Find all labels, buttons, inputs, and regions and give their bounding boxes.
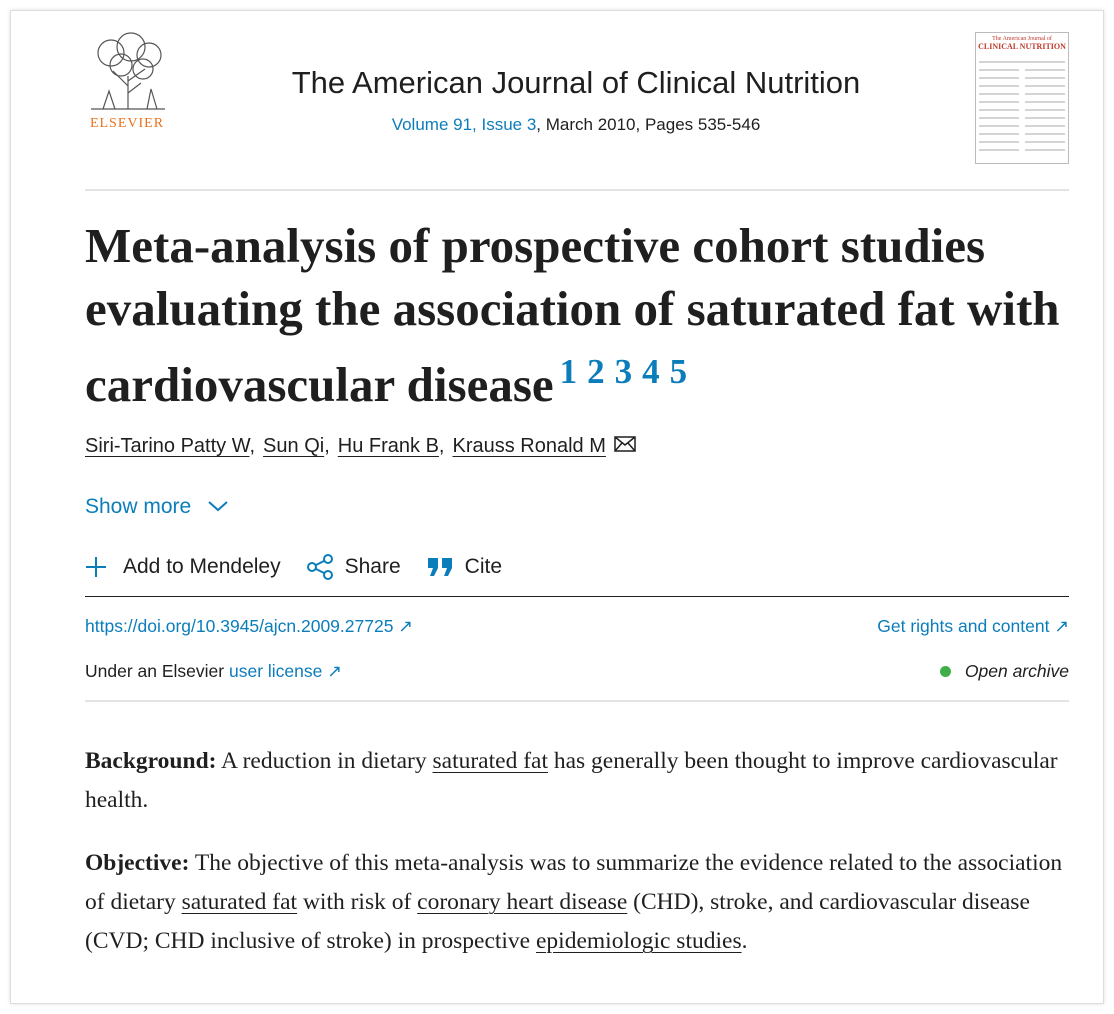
footnote-ref[interactable]: 5: [669, 352, 688, 391]
abstract-text: has generally been thought to improve ca…: [85, 748, 1058, 813]
author-name[interactable]: Krauss Ronald M: [452, 435, 606, 457]
volume-link[interactable]: Volume 91, Issue 3: [391, 115, 537, 134]
journal-title[interactable]: The American Journal of Clinical Nutriti…: [291, 65, 861, 100]
add-icon: [86, 557, 106, 577]
cite-icon: [427, 558, 452, 576]
access-dot: [939, 666, 951, 677]
action-bar: Add to Mendeley Share Cite: [85, 554, 502, 580]
journal-cover[interactable]: The American Journal of CLINICAL NUTRITI…: [975, 32, 1069, 164]
action-mendeley[interactable]: Add to Mendeley: [123, 555, 281, 578]
term-link[interactable]: saturated fat: [181, 889, 298, 915]
abstract-text: with risk of: [297, 889, 418, 915]
author-name[interactable]: Hu Frank B: [337, 435, 439, 457]
citation: , March 2010, Pages 535-546: [536, 115, 761, 134]
license-prefix: Under an Elsevier: [85, 661, 225, 681]
author-separator: ,: [438, 435, 445, 457]
abstract-paragraph: Objective: The objective of this meta-an…: [85, 844, 1069, 961]
publisher-logo[interactable]: ELSEVIER: [83, 31, 173, 131]
author-name[interactable]: Siri-Tarino Patty W: [85, 435, 250, 457]
abstract-text: .: [741, 928, 748, 954]
abstract-paragraph: Background: A reduction in dietary satur…: [85, 742, 1069, 820]
footnote-ref[interactable]: 1: [559, 352, 578, 391]
term-link[interactable]: saturated fat: [432, 748, 548, 774]
doi-text[interactable]: https://doi.org/10.3945/ajcn.2009.27725: [85, 616, 394, 636]
author-list: Siri-Tarino Patty W, Sun Qi, Hu Frank B, Kr…: [85, 435, 642, 458]
license-link[interactable]: user license ↗: [228, 661, 342, 681]
divider: [85, 596, 1069, 597]
author-separator: ,: [324, 435, 330, 457]
rights-text[interactable]: Get rights and content: [877, 616, 1050, 636]
rights-link[interactable]: Get rights and content ↗: [877, 616, 1069, 636]
doi-link[interactable]: https://doi.org/10.3945/ajcn.2009.27725 …: [85, 616, 413, 636]
term-link[interactable]: coronary heart disease: [417, 889, 628, 915]
chevron-icon: [208, 501, 228, 512]
issue-line: Volume 91, Issue 3, March 2010, Pages 53…: [181, 115, 971, 135]
show-more-text[interactable]: Show more: [85, 495, 192, 518]
share-icon: [306, 554, 333, 580]
cover-title: CLINICAL NUTRITION: [978, 42, 1066, 51]
abstract-label: Background:: [85, 748, 217, 774]
article-card: ELSEVIER The American Journal of Clinica…: [10, 10, 1104, 1004]
show-more[interactable]: Show more: [85, 495, 229, 519]
action-cite[interactable]: Cite: [464, 555, 503, 578]
article-title: Meta-analysis of prospective cohort stud…: [85, 214, 1075, 416]
abstract-text: A reduction in dietary: [216, 748, 433, 774]
footnote-ref[interactable]: 3: [614, 352, 633, 391]
footnote-ref[interactable]: 4: [642, 352, 660, 391]
term-link[interactable]: epidemiologic studies: [536, 928, 742, 954]
title-text: Meta-analysis of prospective cohort stud…: [85, 218, 1060, 412]
author-separator: ,: [249, 435, 256, 457]
license-link-text[interactable]: user license: [228, 661, 323, 681]
abstract-label: Objective:: [85, 850, 190, 876]
email-icon[interactable]: [614, 435, 642, 458]
divider: [85, 189, 1069, 191]
envelope: [614, 436, 636, 452]
author-name[interactable]: Sun Qi: [263, 435, 325, 457]
access-text: Open archive: [964, 661, 1069, 681]
access-badge: Open archive: [939, 661, 1069, 682]
cover-line: The American Journal of: [992, 35, 1052, 42]
publisher-name: ELSEVIER: [90, 116, 164, 131]
divider: [85, 700, 1069, 702]
action-share[interactable]: Share: [344, 555, 401, 578]
abstract-text: (CHD), stroke, and cardiovascular diseas…: [85, 889, 1030, 954]
license-line: Under an Elsevier user license ↗: [85, 661, 342, 682]
abstract-text: The objective of this meta-analysis was …: [85, 850, 1063, 915]
footnote-ref[interactable]: 2: [587, 352, 605, 391]
